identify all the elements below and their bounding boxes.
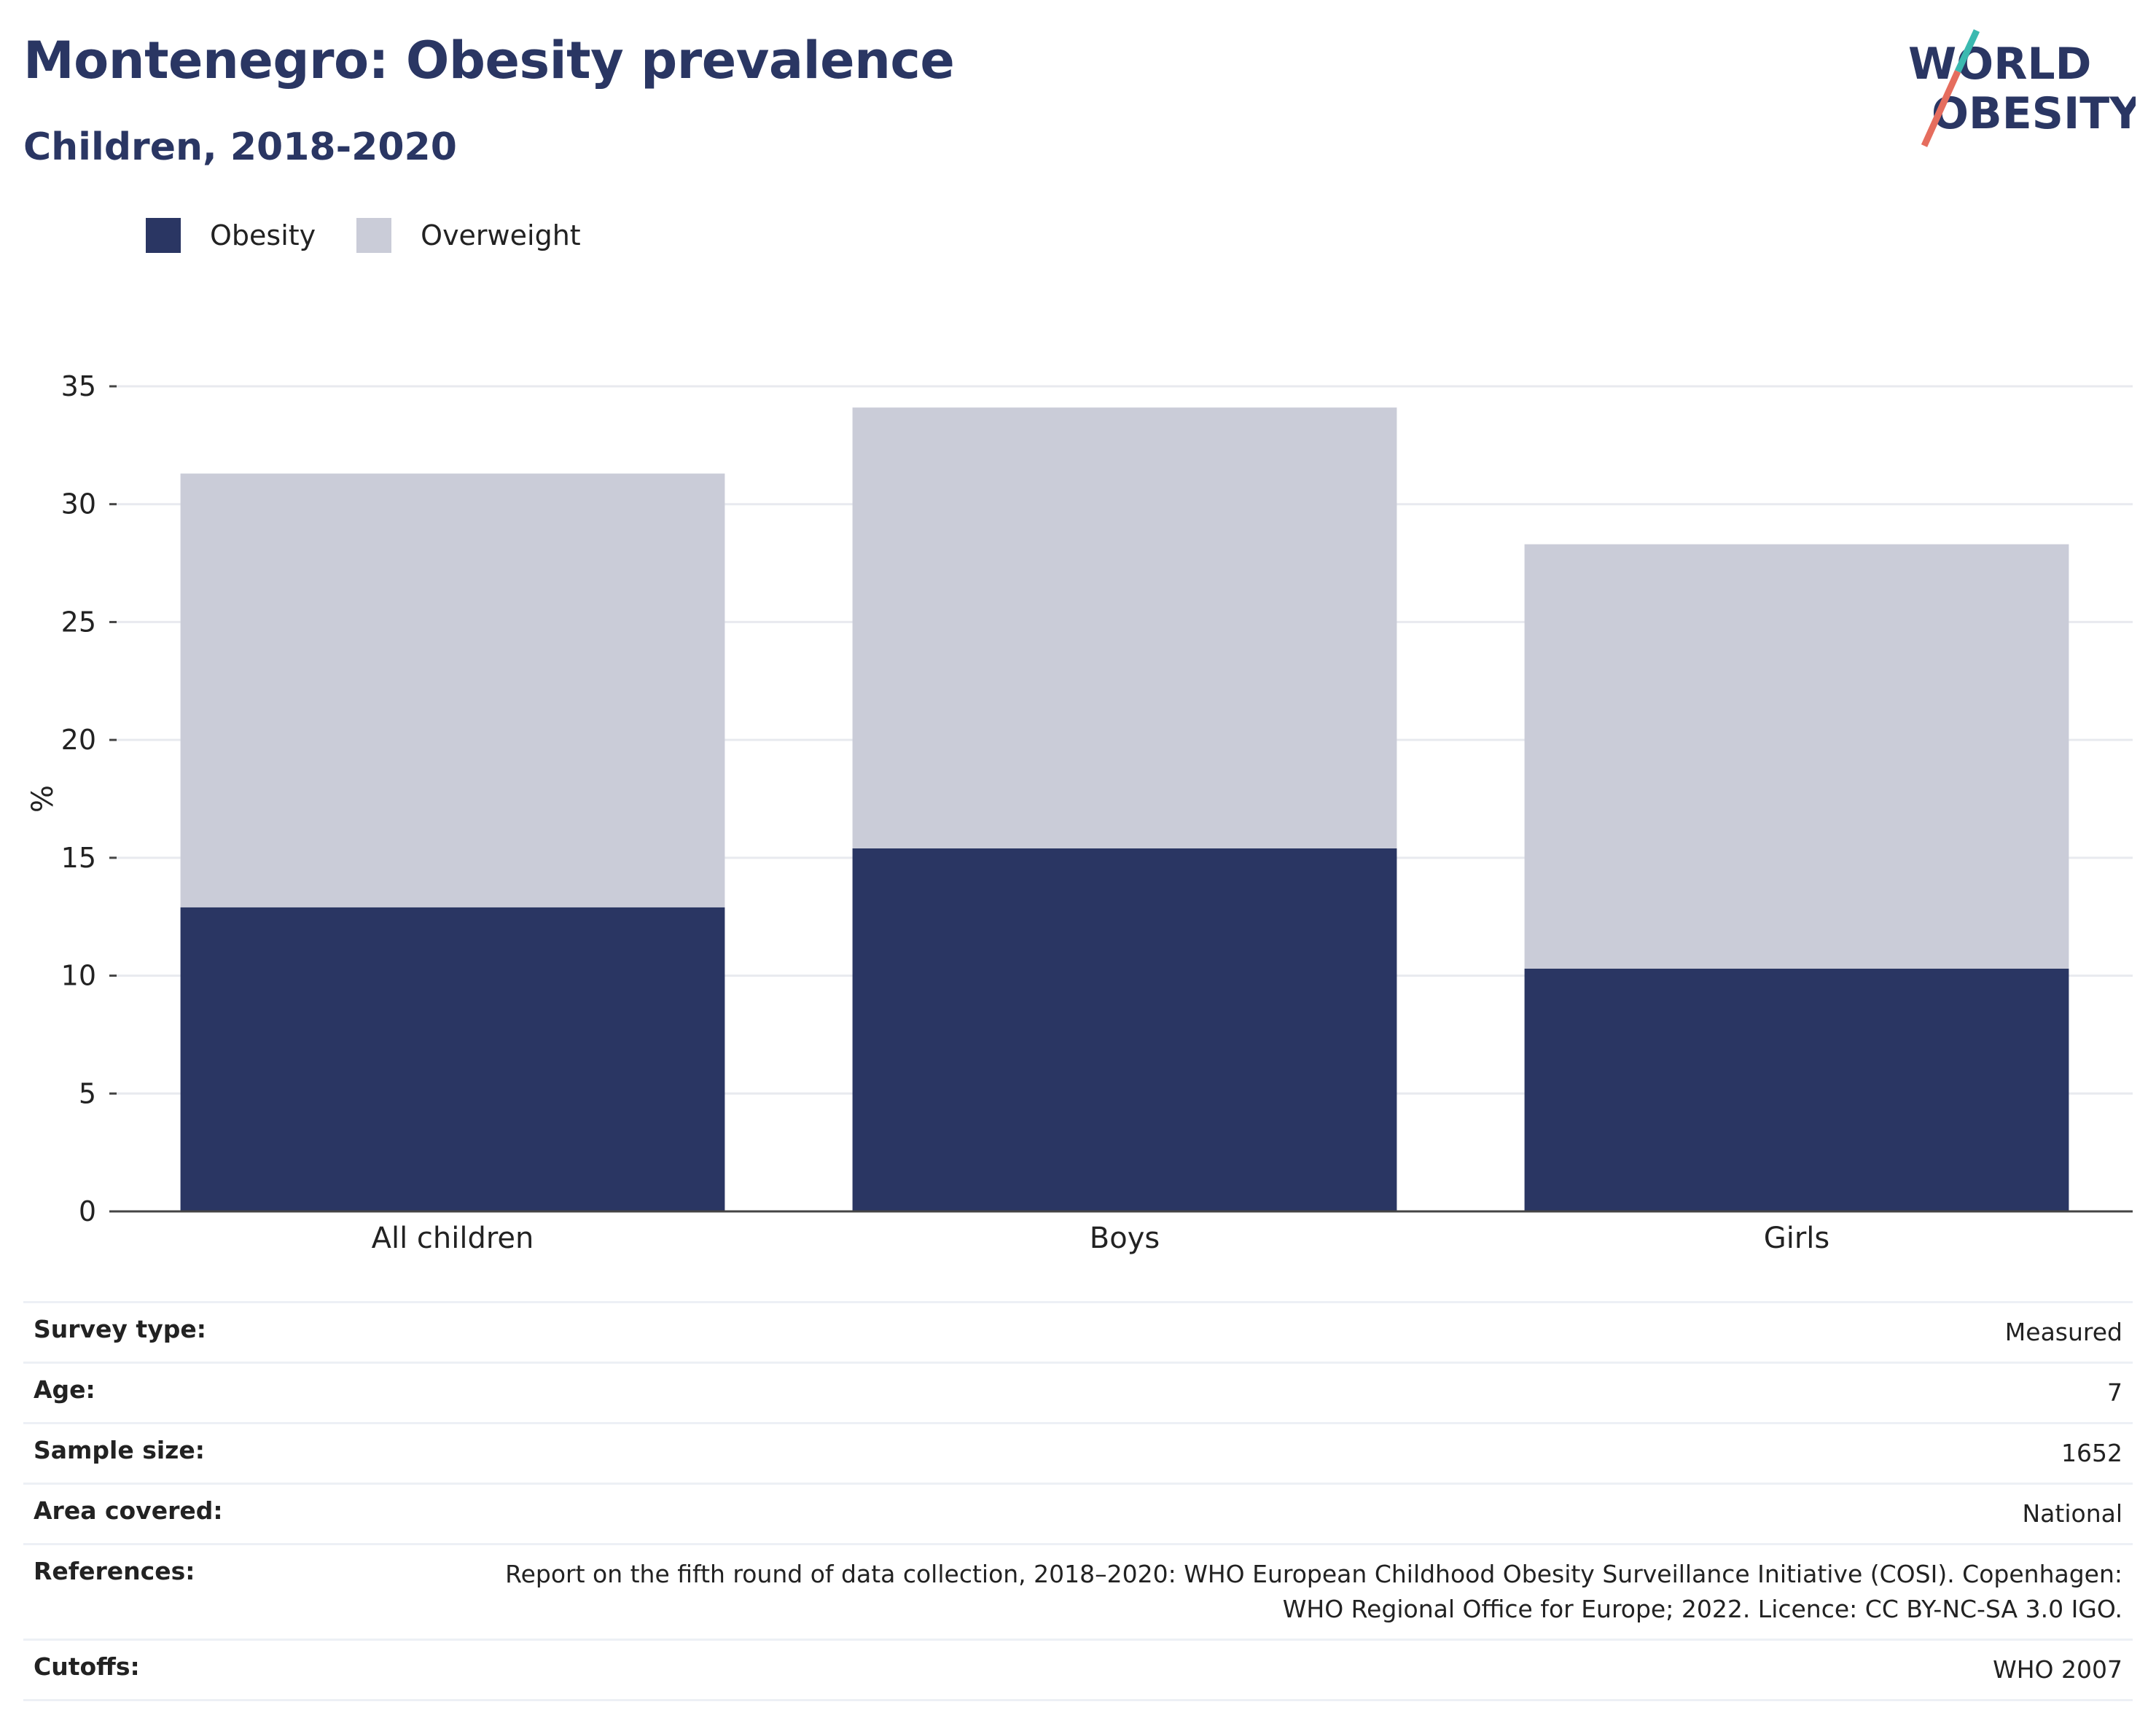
info-key: Age: [23,1362,326,1424]
legend-swatch-obesity [146,218,181,253]
logo-slash-teal [1954,29,1980,73]
info-value: National [326,1483,2133,1545]
info-key: Cutoffs: [23,1639,326,1701]
reference-line-2: WHO Regional Office for Europe; 2022. Li… [1282,1595,2122,1623]
info-value: Measured [326,1301,2133,1364]
x-tick-label: All children [372,1222,534,1255]
info-key: References: [23,1544,326,1641]
world-obesity-logo: WORLD OBESITY [1908,29,2136,147]
logo-word-obesity: OBESITY [1932,88,2136,139]
info-row-references: References: Report on the fifth round of… [23,1544,2133,1641]
info-value: WHO 2007 [326,1639,2133,1701]
info-row-age: Age: 7 [23,1362,2133,1424]
y-tick-label: 25 [61,606,96,638]
y-tick-label: 10 [61,960,96,992]
bar-obesity-all-children [180,907,725,1211]
bar-overweight-all-children [180,473,725,907]
bar-overweight-boys [852,407,1397,848]
info-key: Sample size: [23,1423,326,1485]
survey-info-table: Survey type: Measured Age: 7 Sample size… [23,1301,2133,1701]
y-tick-label: 0 [79,1195,96,1227]
y-tick-label: 35 [61,370,96,402]
info-row-sample-size: Sample size: 1652 [23,1423,2133,1485]
bar-overweight-girls [1524,544,2069,969]
y-tick-label: 15 [61,842,96,874]
info-value: 7 [326,1362,2133,1424]
bar-chart: 0 5 10 15 20 25 30 35% All children Boys Girls [26,370,2133,1255]
info-value: 1652 [326,1423,2133,1485]
y-tick-label: 5 [79,1077,96,1109]
info-row-area-covered: Area covered: National [23,1483,2133,1545]
bar-obesity-boys [852,848,1397,1211]
info-key: Survey type: [23,1301,326,1364]
info-key: Area covered: [23,1483,326,1545]
info-value: Report on the fifth round of data collec… [326,1544,2133,1641]
y-tick-label: 30 [61,488,96,520]
y-axis-label: % [26,785,60,813]
legend-item-obesity[interactable]: Obesity [146,218,316,253]
legend-swatch-overweight [356,218,392,253]
bar-obesity-girls [1524,968,2069,1211]
legend-item-overweight[interactable]: Overweight [356,218,581,253]
y-tick-label: 20 [61,724,96,756]
legend-label-obesity: Obesity [210,219,316,251]
reference-line-1: Report on the fifth round of data collec… [505,1560,2122,1588]
info-row-cutoffs: Cutoffs: WHO 2007 [23,1639,2133,1701]
legend-label-overweight: Overweight [421,219,581,251]
x-tick-label: Girls [1764,1222,1830,1255]
x-tick-label: Boys [1090,1222,1160,1255]
info-row-survey-type: Survey type: Measured [23,1301,2133,1364]
logo-slash-coral [1921,70,1961,147]
chart-subtitle: Children, 2018-2020 [23,125,457,169]
legend: Obesity Overweight [146,216,622,255]
logo-word-world: WORLD [1908,39,2091,90]
chart-title: Montenegro: Obesity prevalence [23,31,955,90]
